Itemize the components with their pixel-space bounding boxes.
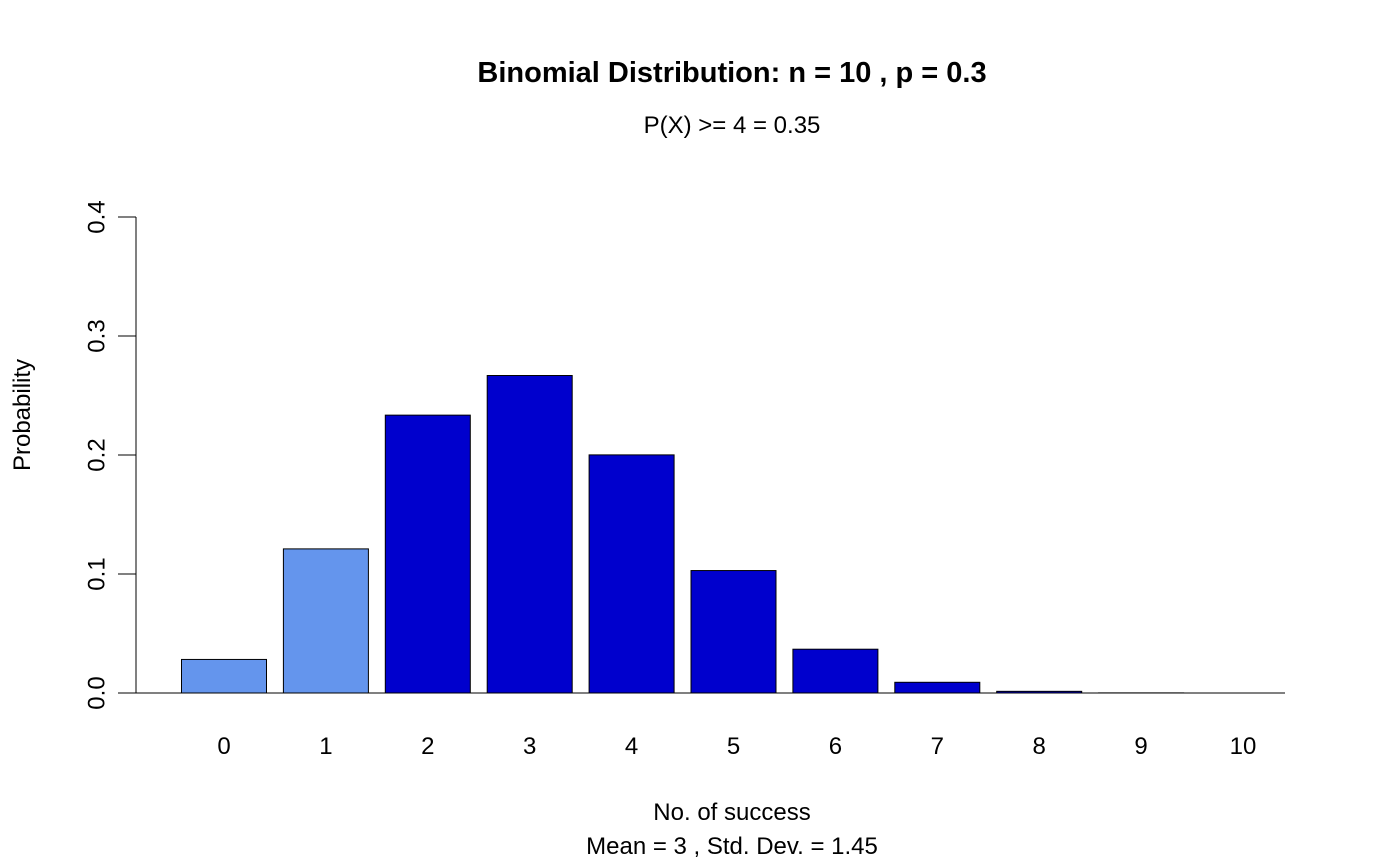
y-axis: 0.0 0.1 0.2 0.3 0.4 [83, 200, 137, 710]
y-tick-label: 0.2 [83, 438, 110, 471]
x-tick-label: 1 [319, 733, 332, 760]
x-tick-label: 8 [1033, 733, 1046, 760]
y-tick-label: 0.3 [83, 319, 110, 352]
x-tick-label: 4 [625, 733, 638, 760]
bar-3 [486, 375, 573, 694]
x-tick-label: 10 [1230, 733, 1257, 760]
x-tick-labels: 0 1 2 3 4 5 6 7 8 9 10 [217, 733, 1256, 760]
x-tick-label: 0 [217, 733, 230, 760]
bars-group [181, 375, 1185, 694]
chart-subtitle: P(X) >= 4 = 0.35 [644, 112, 821, 139]
x-tick-label: 2 [421, 733, 434, 760]
chart-title: Binomial Distribution: n = 10 , p = 0.3 [477, 57, 986, 89]
x-tick-label: 7 [931, 733, 944, 760]
y-tick-label: 0.1 [83, 557, 110, 590]
bar-0 [181, 658, 267, 694]
bar-8 [996, 690, 1083, 694]
x-axis-summary: Mean = 3 , Std. Dev. = 1.45 [586, 833, 878, 860]
bar-1 [282, 548, 369, 694]
x-tick-label: 5 [727, 733, 740, 760]
bar-6 [792, 648, 879, 694]
y-tick-label: 0.4 [83, 200, 110, 233]
bar-2 [384, 414, 471, 694]
x-tick-label: 3 [523, 733, 536, 760]
bar-5 [690, 570, 777, 694]
y-axis-label: Probability [9, 359, 36, 471]
bar-4 [588, 454, 675, 694]
x-axis-label: No. of success [653, 799, 810, 826]
y-tick-label: 0.0 [83, 676, 110, 709]
x-tick-label: 9 [1134, 733, 1147, 760]
bar-7 [894, 681, 981, 694]
x-tick-label: 6 [829, 733, 842, 760]
